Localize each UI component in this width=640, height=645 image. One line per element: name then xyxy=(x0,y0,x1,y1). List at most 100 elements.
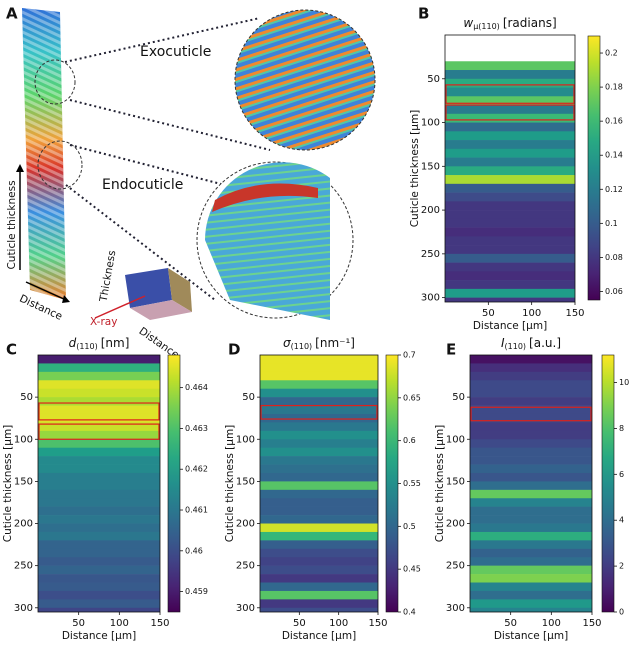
heatmap-row xyxy=(445,131,575,141)
colorbar-tick-label: 0.55 xyxy=(403,479,421,488)
heatmap-row xyxy=(260,405,378,415)
heatmap-row xyxy=(470,422,592,432)
heatmap-row xyxy=(38,540,160,550)
heatmap-row xyxy=(470,489,592,499)
zoom-outline xyxy=(34,59,76,105)
heatmap-row xyxy=(260,397,378,406)
x-axis-label: Distance [μm] xyxy=(62,630,136,642)
heatmap-row xyxy=(38,422,160,432)
heatmap-row xyxy=(470,557,592,566)
y-tick-label: 150 xyxy=(236,476,255,487)
y-tick-label: 300 xyxy=(236,603,255,614)
colorbar-tick-label: 0.462 xyxy=(185,465,208,474)
y-tick-label: 150 xyxy=(446,476,465,487)
colorbar-tick-label: 0.16 xyxy=(605,117,623,126)
heatmap-row xyxy=(470,565,592,575)
y-axis-label: Cuticle thickness [μm] xyxy=(224,425,236,543)
panel-title: σ(110) [nm⁻¹] xyxy=(283,336,355,351)
heatmap-row xyxy=(445,253,575,263)
title-symbol: σ xyxy=(283,336,291,350)
heatmap-row xyxy=(470,531,592,541)
heatmap-row xyxy=(260,565,378,575)
heatmap-row xyxy=(260,489,378,499)
zoom-line xyxy=(69,144,226,186)
colorbar-tick-label: 0.46 xyxy=(185,546,203,555)
heatmap-row xyxy=(445,227,575,237)
heatmap-row xyxy=(470,481,592,491)
heatmap-row xyxy=(470,439,592,448)
heatmap-row xyxy=(445,70,575,80)
heatmap-row xyxy=(38,506,160,516)
x-tick-label: 50 xyxy=(504,618,517,629)
heatmap-cells xyxy=(260,355,378,612)
x-tick-label: 150 xyxy=(368,618,387,629)
heatmap-row xyxy=(470,607,592,612)
title-subscript: (110) xyxy=(505,342,527,351)
colorbar-tick-label: 2 xyxy=(619,562,624,571)
title-unit: [radians] xyxy=(503,16,557,30)
heatmap-row xyxy=(445,297,575,302)
heatmap-row xyxy=(38,371,160,381)
endocuticle-label: Endocuticle xyxy=(102,177,183,193)
y-axis-label: Cuticle thickness [μm] xyxy=(2,425,14,543)
heatmap-row xyxy=(260,590,378,600)
heatmap-row xyxy=(470,523,592,533)
y-tick-label: 250 xyxy=(14,561,33,572)
colorbar-tick-label: 0.461 xyxy=(185,506,208,515)
colorbar-tick-label: 0.45 xyxy=(403,565,421,574)
colorbar-tick-label: 0.5 xyxy=(403,522,416,531)
y-axis-label: Cuticle thickness [μm] xyxy=(409,110,421,228)
x-axis-label: Distance [μm] xyxy=(494,630,568,642)
zoom-line xyxy=(69,99,271,151)
x-tick-label: 150 xyxy=(582,618,601,629)
title-symbol: I xyxy=(501,336,505,350)
heatmap-row xyxy=(260,371,378,381)
title-subscript: (110) xyxy=(76,342,98,351)
heatmap-row xyxy=(38,565,160,575)
panel-label: D xyxy=(228,341,240,359)
heatmap-row xyxy=(38,430,160,440)
heatmap-row xyxy=(260,464,378,474)
colorbar-tick-label: 0.12 xyxy=(605,185,623,194)
cube-face xyxy=(168,268,192,312)
heatmap-row xyxy=(260,498,378,507)
heatmap-row xyxy=(445,183,575,193)
colorbar-tick-label: 0.6 xyxy=(403,436,416,445)
panel-title: d(110) [nm] xyxy=(69,336,130,351)
heatmap-row xyxy=(470,397,592,406)
heatmap-row xyxy=(445,148,575,158)
colorbar-tick-label: 8 xyxy=(619,424,624,433)
heatmap-row xyxy=(445,175,575,185)
y-tick-label: 200 xyxy=(446,519,465,530)
heatmap-row xyxy=(445,122,575,132)
axis-arrow xyxy=(25,281,67,301)
title-unit: [nm⁻¹] xyxy=(315,336,355,350)
cuticle-stack-texture xyxy=(22,8,66,300)
colorbar-tick-label: 0.463 xyxy=(185,424,208,433)
highlight-box xyxy=(38,423,160,440)
colorbar xyxy=(167,354,181,613)
heatmap-row xyxy=(38,590,160,600)
y-tick-label: 250 xyxy=(421,249,440,260)
colorbar-tick-label: 0.7 xyxy=(403,351,416,360)
title-subscript: (110) xyxy=(291,342,313,351)
y-tick-label: 200 xyxy=(14,519,33,530)
colorbar-tick-label: 0.18 xyxy=(605,83,623,92)
heatmap-row xyxy=(260,574,378,583)
heatmap-row xyxy=(445,166,575,176)
heatmap-row xyxy=(260,422,378,432)
heatmap-row xyxy=(38,489,160,499)
heatmap-row xyxy=(445,236,575,246)
heatmap-row xyxy=(260,472,378,482)
y-tick-label: 100 xyxy=(14,434,33,445)
heatmap-row xyxy=(38,464,160,474)
heatmap-row xyxy=(470,447,592,457)
y-axis-label: Cuticle thickness [μm] xyxy=(434,425,446,543)
heatmap-row xyxy=(470,590,592,600)
y-tick-label: 50 xyxy=(452,392,465,403)
heatmap-row xyxy=(470,515,592,524)
heatmap-row xyxy=(260,439,378,448)
